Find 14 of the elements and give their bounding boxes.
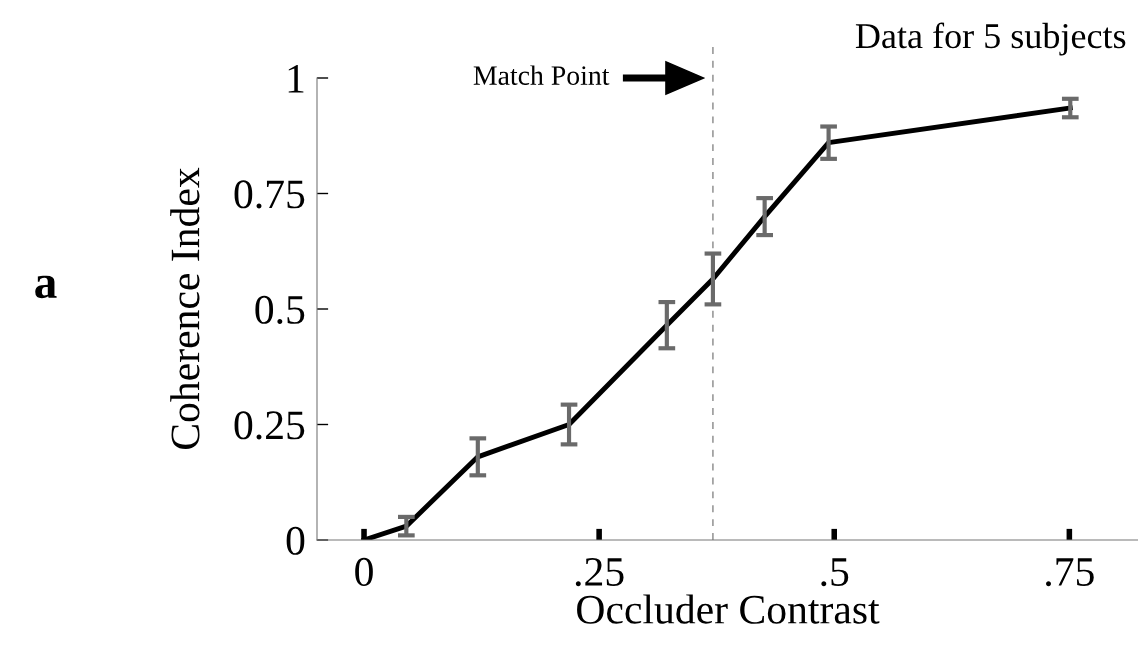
x-tick-label: .5 [821,558,849,587]
y-tick-label: 0.5 [255,295,305,325]
y-tick-label: 0.75 [234,180,305,209]
x-tick-label: .75 [1046,558,1094,587]
text: Data for 5 subjects [855,22,1126,56]
y-tick-label: 0.25 [234,411,305,440]
y-tick-label: 0 [286,526,305,555]
y-tick-label: 1 [288,64,304,93]
annotation: Match Point [473,65,610,85]
y-axis-title: Coherence Index [170,167,200,450]
x-tick-label: 0 [355,557,373,586]
x-tick-label: .25 [575,557,624,587]
x-axis-title: Occluder Contrast [577,594,880,624]
text: a [35,275,57,299]
